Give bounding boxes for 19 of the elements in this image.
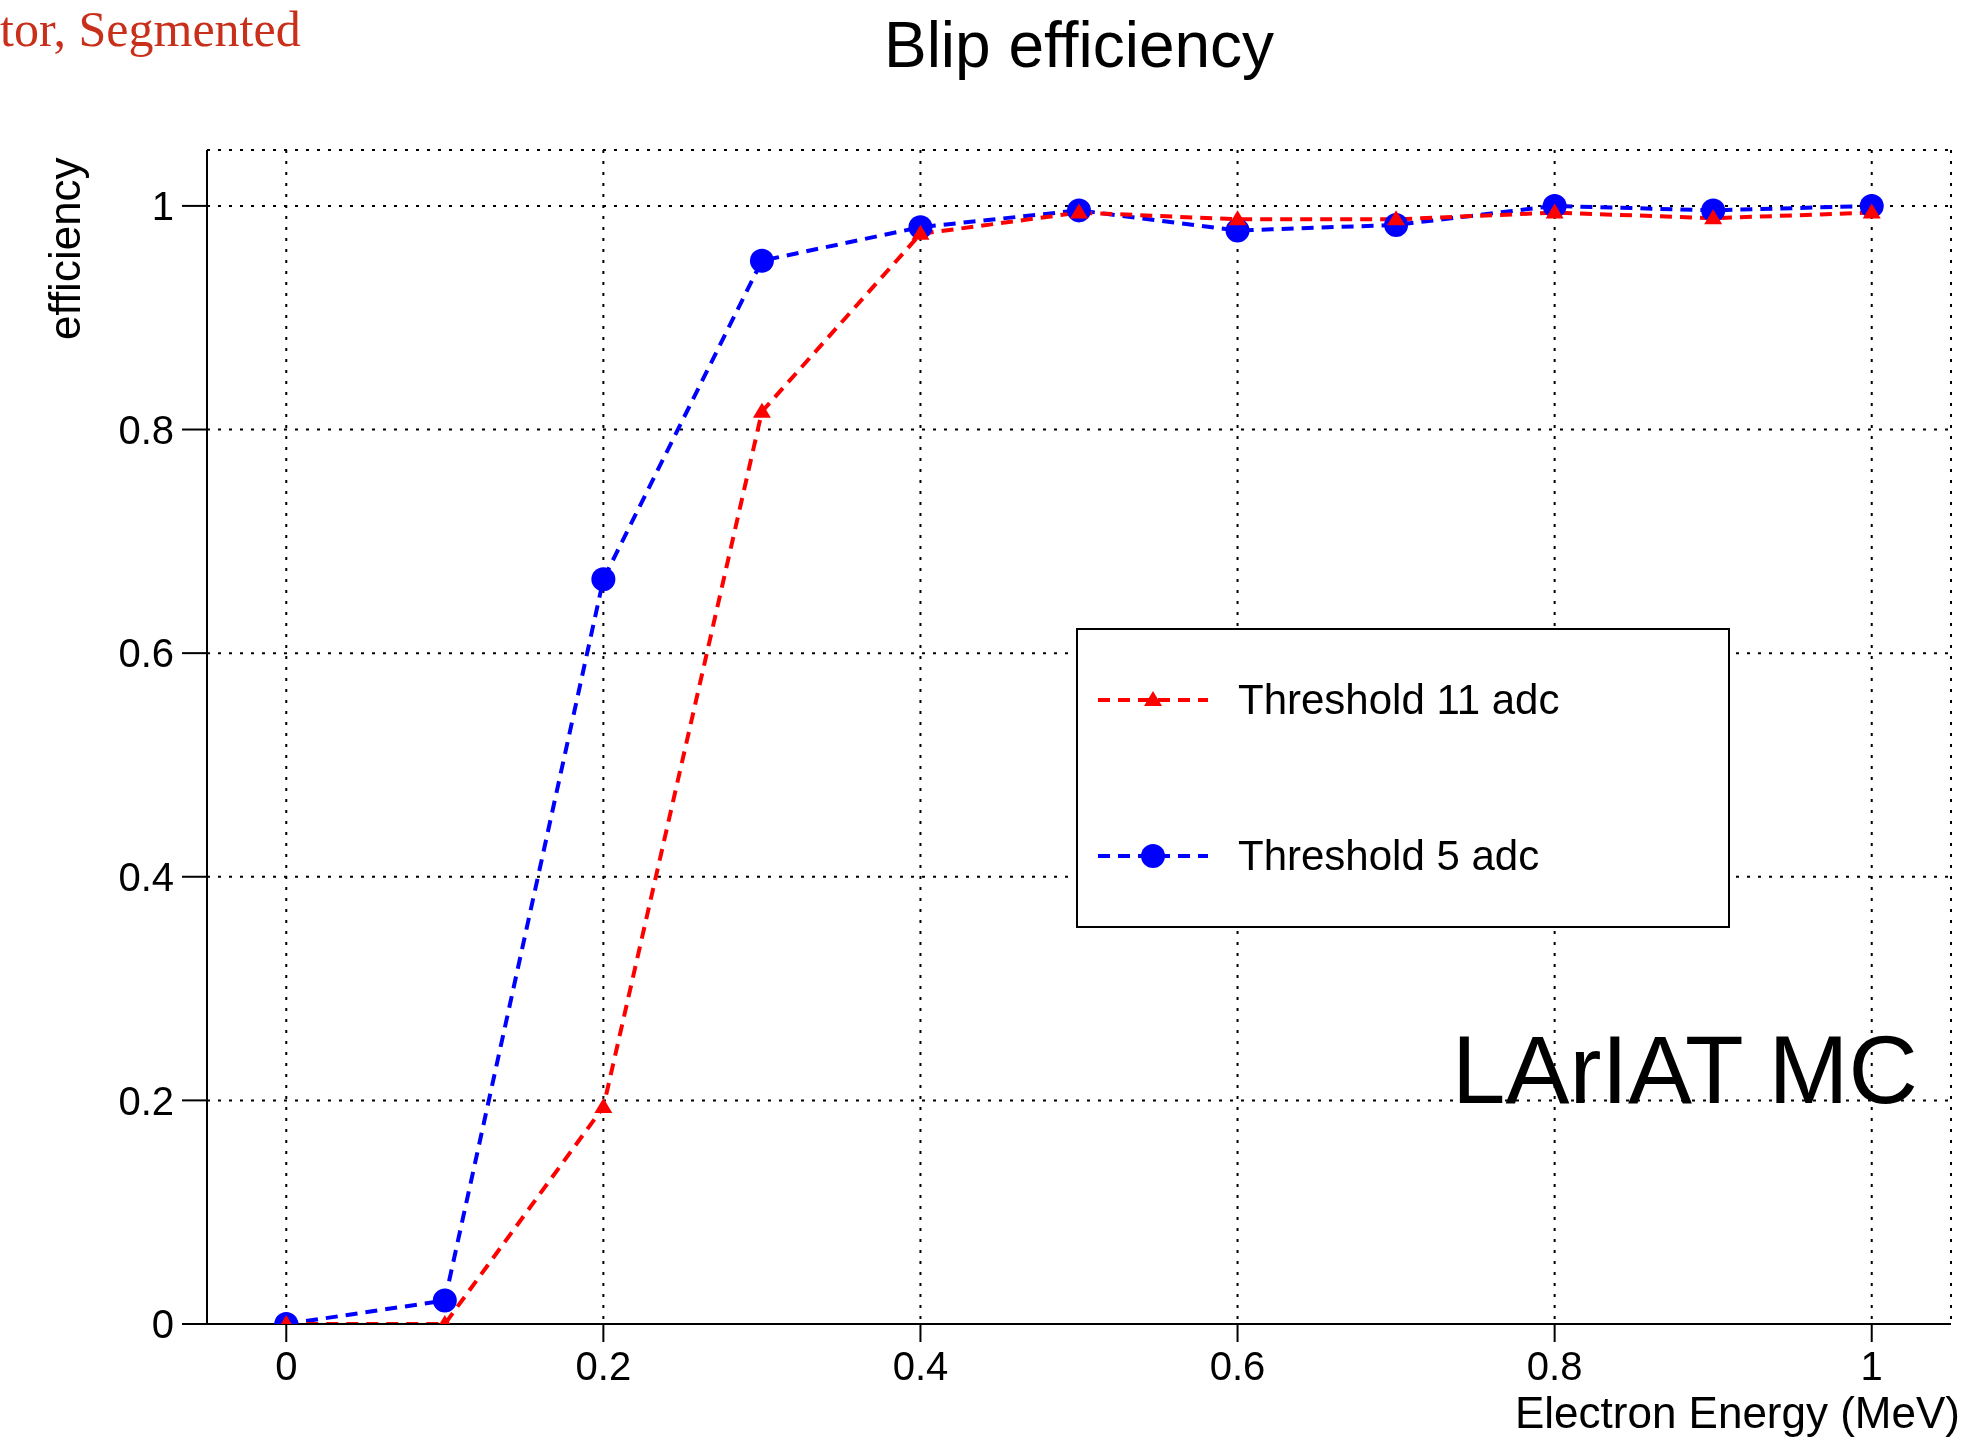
- y-tick-label: 0.8: [118, 407, 174, 452]
- chart-title: Blip efficiency: [883, 9, 1275, 81]
- y-tick-label: 0.6: [118, 631, 174, 676]
- x-tick-label: 0.6: [1209, 1344, 1266, 1389]
- y-tick-label: 0.4: [118, 854, 174, 899]
- y-axis-title: efficiency: [40, 157, 90, 340]
- y-tick-label: 0: [151, 1302, 174, 1347]
- text: tor, Segmented: [0, 0, 301, 58]
- x-tick-label: 0.4: [892, 1344, 949, 1389]
- x-axis-title: Electron Energy (MeV): [1514, 1388, 1960, 1438]
- x-tick-label: 0: [275, 1344, 298, 1389]
- x-tick-label: 0.2: [575, 1344, 632, 1389]
- y-tick-label: 0.2: [118, 1078, 174, 1123]
- legend-label: Threshold 11 adc: [1238, 676, 1560, 724]
- legend-label: Threshold 5 adc: [1238, 832, 1540, 880]
- annotation: LArIAT MC: [1452, 1015, 1918, 1125]
- x-tick-label: 0.8: [1526, 1344, 1583, 1389]
- y-tick-label: 1: [151, 184, 174, 229]
- x-tick-label: 1: [1860, 1344, 1883, 1389]
